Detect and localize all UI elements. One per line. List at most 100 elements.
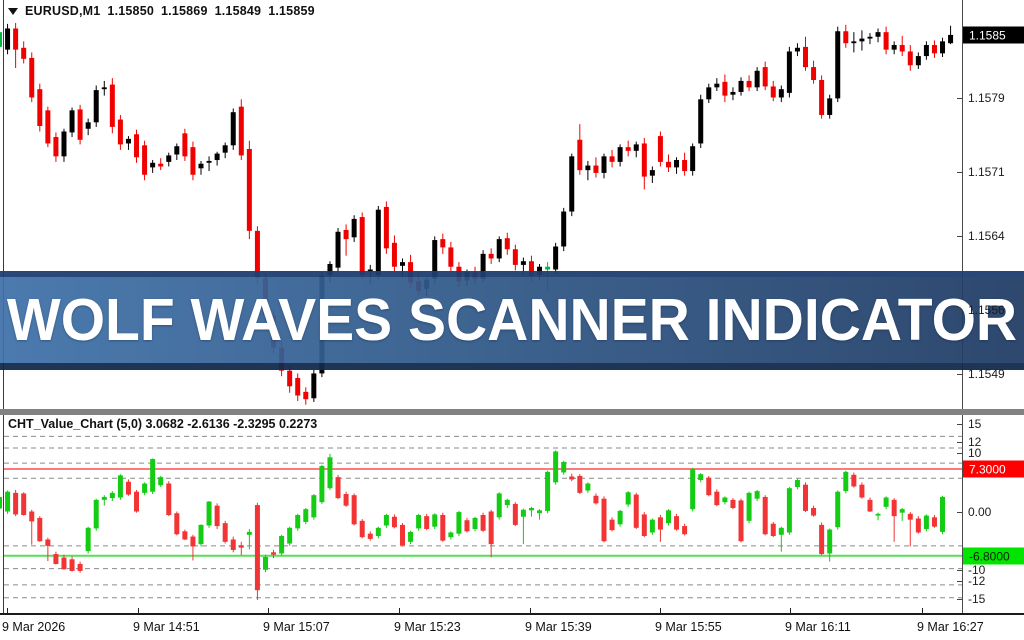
candle-body — [569, 156, 575, 212]
candle-body — [730, 91, 736, 95]
candle-body — [13, 492, 19, 515]
candle-body — [770, 86, 776, 98]
price-axis-label: 1.1564 — [968, 229, 1005, 243]
candle-body — [851, 474, 857, 487]
candle-body — [158, 163, 164, 167]
candle-body — [448, 532, 454, 538]
candle-body — [528, 508, 534, 511]
symbol-dropdown-icon[interactable] — [8, 7, 18, 15]
candle-body — [633, 494, 639, 528]
banner-title: WOLF WAVES SCANNER INDICATOR — [6, 286, 1018, 354]
candle-body — [754, 491, 760, 499]
candle-body — [545, 266, 551, 270]
candle-body — [29, 57, 35, 98]
candle-body — [271, 552, 277, 555]
price-axis-label: 1.1571 — [968, 165, 1005, 179]
candle-body — [561, 211, 567, 247]
candle-body — [907, 51, 913, 66]
candle-body — [246, 531, 252, 535]
time-axis-label: 9 Mar 15:55 — [655, 620, 722, 634]
candle-body — [803, 484, 808, 511]
candle-body — [432, 514, 438, 527]
candle-body — [504, 499, 510, 506]
candle-body — [101, 496, 107, 500]
candle-body — [182, 133, 188, 157]
candle-body — [351, 495, 357, 525]
candle-body — [472, 517, 478, 529]
panel-separator[interactable] — [0, 409, 1024, 415]
candle-body — [198, 524, 204, 545]
candle-body — [931, 45, 937, 54]
candle-body — [367, 269, 373, 273]
candle-body — [657, 136, 663, 162]
candle-body — [891, 45, 897, 50]
candle-body — [786, 488, 792, 533]
axis-tick — [957, 570, 962, 571]
candle-body — [940, 496, 946, 532]
candle-body — [561, 461, 567, 473]
candle-body — [222, 145, 228, 153]
candle-body — [77, 109, 83, 140]
candle-body — [875, 32, 881, 37]
candle-body — [295, 514, 301, 529]
candle-body — [230, 539, 236, 550]
candle-body — [464, 520, 470, 532]
candle-body — [5, 28, 11, 50]
candle-body — [335, 231, 341, 268]
candle-body — [722, 81, 728, 96]
price-axis-label: 1.1579 — [968, 91, 1005, 105]
candle-body — [940, 41, 946, 54]
quote-low: 1.15849 — [214, 4, 262, 18]
candle-body — [730, 499, 736, 509]
time-axis-tick — [790, 608, 791, 614]
candle-body — [883, 32, 889, 50]
candle-body — [891, 499, 897, 517]
candle-body — [625, 147, 631, 151]
candle-body — [609, 156, 615, 162]
candle-body — [786, 51, 792, 93]
candle-body — [714, 491, 720, 506]
value-chart-canvas[interactable] — [0, 415, 1024, 613]
candle-body — [649, 170, 655, 176]
candle-body — [698, 474, 704, 481]
time-axis-tick — [922, 608, 923, 614]
candle-body — [327, 457, 333, 489]
candle-body — [343, 494, 349, 506]
candle-body — [53, 554, 59, 564]
candle-body — [867, 499, 873, 512]
value-axis-label: 12 — [968, 435, 982, 449]
candle-body — [448, 247, 454, 267]
time-axis-label: 9 Mar 2026 — [2, 620, 66, 634]
quote-close: 1.15859 — [268, 4, 315, 18]
price-axis-label: 1.1549 — [968, 367, 1005, 381]
value-axis-label: 0.00 — [968, 505, 992, 519]
price-axis-label: 1.1556 — [968, 303, 1005, 317]
quote-open: 1.15850 — [107, 4, 155, 18]
candle-body — [577, 475, 583, 493]
candle-body — [0, 32, 2, 47]
candle-body — [93, 90, 99, 123]
candle-body — [142, 483, 148, 493]
candle-body — [794, 480, 800, 488]
candle-body — [674, 160, 680, 168]
candle-body — [641, 143, 647, 177]
time-axis-tick — [7, 608, 8, 614]
candle-body — [504, 238, 510, 250]
candle-body — [117, 119, 123, 145]
candle-body — [875, 513, 881, 516]
candle-body — [174, 146, 180, 155]
candle-body — [150, 459, 156, 492]
banner-body: WOLF WAVES SCANNER INDICATOR — [0, 277, 1024, 363]
axis-tick — [957, 236, 962, 237]
candle-body — [295, 378, 301, 396]
value-axis-label: 15 — [968, 417, 982, 431]
axis-tick — [957, 374, 962, 375]
candle-body — [45, 539, 51, 546]
candle-body — [61, 557, 67, 570]
candle-body — [609, 519, 615, 531]
candle-body — [512, 503, 518, 525]
candle-body — [690, 146, 696, 172]
value-axis-label: 10 — [968, 446, 982, 460]
value-axis-label: -10 — [968, 563, 986, 577]
time-axis-tick — [138, 608, 139, 614]
